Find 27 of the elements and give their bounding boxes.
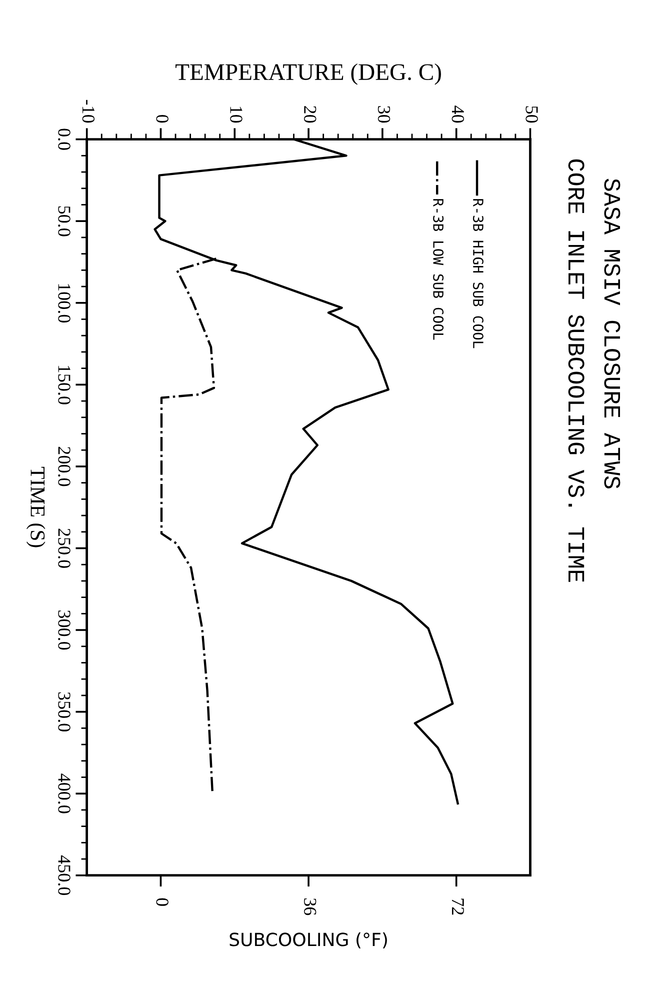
x2-tick-label: 20 bbox=[304, 106, 316, 123]
y-tick-label: 100.0 bbox=[58, 284, 70, 322]
x2-tick-label: 10 bbox=[230, 106, 242, 123]
text: SASA MSIV CLOSURE ATWS bbox=[604, 178, 620, 488]
x2-tick-label: 30 bbox=[378, 106, 390, 123]
x2-tick-label: 0 bbox=[156, 114, 168, 123]
y-tick-label: 300.0 bbox=[58, 610, 70, 650]
x-tick-label: 72 bbox=[452, 898, 464, 915]
x-tick-label: 0 bbox=[156, 898, 168, 906]
y-tick-label: 200.0 bbox=[58, 446, 70, 486]
y-tick-label: 150.0 bbox=[58, 366, 70, 404]
x-tick-label: 36 bbox=[304, 898, 316, 916]
legend-label: R-3B LOW SUB COOL bbox=[433, 199, 444, 340]
y-tick-label: 50.0 bbox=[58, 206, 70, 236]
x2-tick-label: 40 bbox=[452, 106, 464, 123]
text: CORE INLET SUBCOOLING VS. TIME bbox=[568, 159, 584, 582]
y-tick-label: 0.0 bbox=[58, 128, 70, 150]
y-tick-label: 250.0 bbox=[58, 528, 70, 568]
y-tick-label: 400.0 bbox=[58, 774, 70, 814]
x2-tick-label: -10 bbox=[82, 100, 95, 123]
x2-axis-title: TEMPERATURE (DEG. C) bbox=[176, 63, 441, 85]
y-tick-label: 450.0 bbox=[58, 855, 70, 895]
y-tick-label: 350.0 bbox=[58, 692, 70, 732]
x-axis-title: SUBCOOLING (°F) bbox=[230, 932, 387, 948]
y-axis-title: TIME (S) bbox=[26, 466, 46, 548]
x2-tick-label: 50 bbox=[526, 106, 538, 123]
legend-label: R-3B HIGH SUB COOL bbox=[472, 199, 484, 348]
